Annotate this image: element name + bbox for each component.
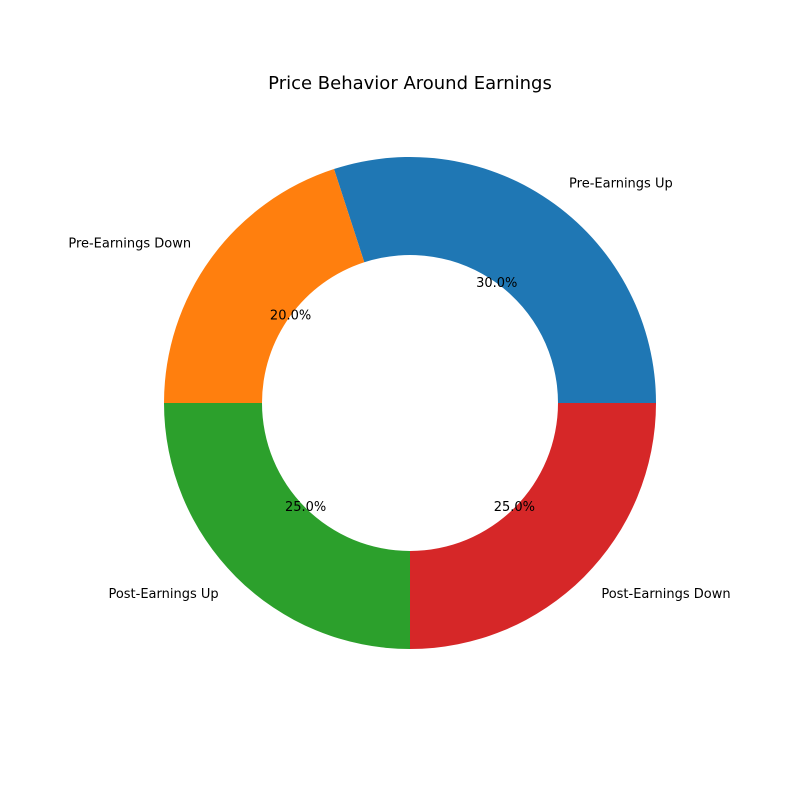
percent-label-post-earnings-down: 25.0%	[494, 500, 535, 515]
slice-label-post-earnings-down: Post-Earnings Down	[601, 587, 730, 602]
slice-post-earnings-up	[164, 403, 410, 649]
slice-label-pre-earnings-up: Pre-Earnings Up	[569, 177, 673, 192]
slice-label-pre-earnings-down: Pre-Earnings Down	[68, 236, 191, 251]
slice-label-post-earnings-up: Post-Earnings Up	[108, 587, 218, 602]
percent-label-pre-earnings-down: 20.0%	[270, 309, 311, 324]
percent-label-pre-earnings-up: 30.0%	[476, 276, 517, 291]
percent-label-post-earnings-up: 25.0%	[285, 500, 326, 515]
labels-group: Pre-Earnings Up 30.0% Pre-Earnings Down 20.…	[68, 177, 730, 602]
slices-group	[164, 157, 656, 649]
slice-pre-earnings-up	[333, 157, 656, 403]
slice-post-earnings-down	[410, 403, 656, 649]
slice-pre-earnings-down	[164, 169, 365, 403]
chart-title: Price Behavior Around Earnings	[268, 73, 552, 94]
